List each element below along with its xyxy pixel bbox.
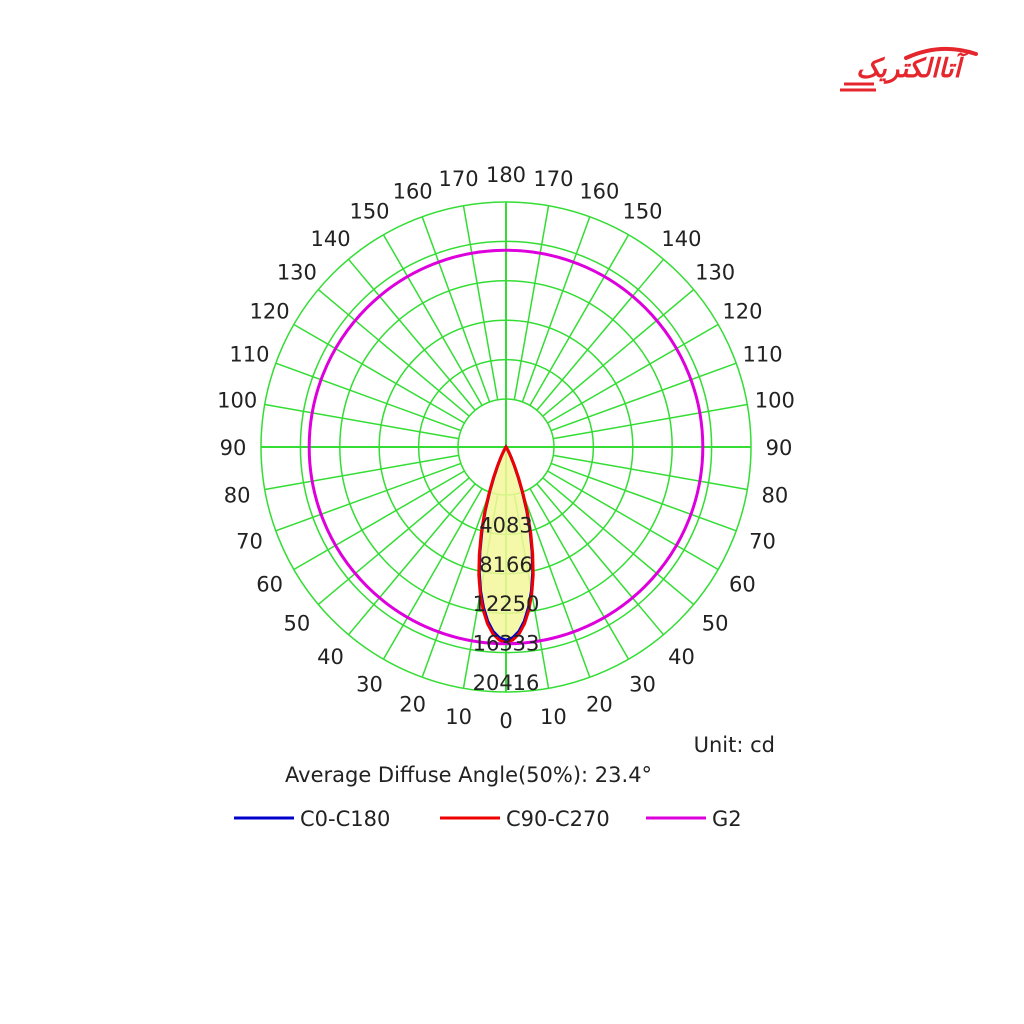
angle-tick-label-right: 30 xyxy=(629,672,656,696)
angle-tick-label-left: 180 xyxy=(486,163,526,187)
radial-tick-label: 20416 xyxy=(473,671,540,695)
angle-tick-labels: 0102030405060708090100110120130140150160… xyxy=(217,163,795,733)
angle-tick-label-left: 0 xyxy=(499,709,512,733)
angle-tick-label-right: 100 xyxy=(755,389,795,413)
grid-spoke xyxy=(536,483,665,636)
brand-logo: آتاالکتریک xyxy=(836,40,981,102)
grid-spoke xyxy=(421,216,491,403)
grid-spoke xyxy=(521,216,591,403)
angle-tick-label-right: 80 xyxy=(761,483,788,507)
angle-tick-label-right: 150 xyxy=(622,200,662,224)
angle-tick-label-left: 90 xyxy=(220,436,247,460)
grid-spoke xyxy=(521,491,591,678)
grid-spoke xyxy=(293,323,465,424)
grid-spoke xyxy=(275,362,462,432)
angle-tick-label-right: 170 xyxy=(533,167,573,191)
grid-spoke xyxy=(462,205,499,400)
angle-tick-label-right: 20 xyxy=(586,693,613,717)
angle-tick-label-left: 20 xyxy=(399,693,426,717)
angle-tick-label-left: 130 xyxy=(277,261,317,285)
grid-spoke xyxy=(275,462,462,532)
lobe-fill xyxy=(479,447,533,641)
legend-label: G2 xyxy=(712,807,742,831)
angle-tick-label-right: 40 xyxy=(668,645,695,669)
grid-spoke xyxy=(550,362,737,432)
angle-tick-label-left: 60 xyxy=(256,573,283,597)
angle-tick-label-right: 10 xyxy=(540,705,567,729)
angle-tick-label-left: 70 xyxy=(236,529,263,553)
grid-spoke xyxy=(421,491,491,678)
series-g2-curve xyxy=(307,248,705,646)
legend-label: C0-C180 xyxy=(300,807,390,831)
grid-spoke xyxy=(264,403,459,440)
grid-spoke xyxy=(547,470,719,571)
radial-tick-labels: 4083 8166 12250 16333 20416 xyxy=(473,513,540,695)
angle-tick-label-right: 70 xyxy=(749,529,776,553)
grid-spoke xyxy=(317,477,470,606)
angle-tick-label-left: 110 xyxy=(229,343,269,367)
unit-label: Unit: cd xyxy=(694,733,775,757)
radial-tick-label: 12250 xyxy=(473,592,540,616)
series-layer xyxy=(307,248,705,646)
angle-tick-label-left: 160 xyxy=(393,179,433,203)
angle-tick-label-left: 40 xyxy=(317,645,344,669)
grid-spoke xyxy=(264,454,459,491)
angle-tick-label-right: 60 xyxy=(729,573,756,597)
angle-tick-label-right: 160 xyxy=(579,179,619,203)
diffuse-angle-label: Average Diffuse Angle(50%): 23.4° xyxy=(285,763,652,787)
angle-tick-label-left: 100 xyxy=(217,389,257,413)
grid-spoke xyxy=(513,205,550,400)
grid-spoke xyxy=(382,234,483,406)
grid-spoke xyxy=(293,470,465,571)
grid-spoke xyxy=(542,288,695,417)
angle-tick-label-right: 90 xyxy=(766,436,793,460)
angle-tick-label-right: 110 xyxy=(742,343,782,367)
angle-tick-label-left: 120 xyxy=(250,300,290,324)
angle-tick-label-right: 140 xyxy=(661,227,701,251)
radial-tick-label: 16333 xyxy=(473,632,540,656)
angle-tick-label-left: 80 xyxy=(224,483,251,507)
radial-tick-label: 4083 xyxy=(479,513,532,537)
grid-spoke xyxy=(529,488,630,660)
grid-spoke xyxy=(536,258,665,411)
grid-spoke xyxy=(547,323,719,424)
grid-spoke xyxy=(529,234,630,406)
brand-logo-text: آتاالکتریک xyxy=(856,54,961,84)
angle-tick-label-left: 150 xyxy=(349,200,389,224)
chart-footer: Unit: cd Average Diffuse Angle(50%): 23.… xyxy=(285,733,775,787)
grid-spoke xyxy=(553,454,748,491)
angle-tick-label-left: 140 xyxy=(310,227,350,251)
angle-tick-label-left: 10 xyxy=(445,705,472,729)
legend: C0-C180 C90-C270 G2 xyxy=(234,807,742,831)
grid-spoke xyxy=(542,477,695,606)
grid-spoke xyxy=(553,403,748,440)
grid-spoke xyxy=(382,488,483,660)
radial-tick-label: 8166 xyxy=(479,553,532,577)
angle-tick-label-left: 170 xyxy=(439,167,479,191)
angle-tick-label-right: 50 xyxy=(702,611,729,635)
grid-spoke xyxy=(317,288,470,417)
grid-spoke xyxy=(550,462,737,532)
angle-tick-label-right: 130 xyxy=(695,261,735,285)
grid-spoke xyxy=(347,483,476,636)
angle-tick-label-right: 120 xyxy=(722,300,762,324)
lobe-fill-area xyxy=(479,447,533,641)
grid-spoke xyxy=(347,258,476,411)
brand-logo-swoosh xyxy=(840,46,978,92)
angle-tick-label-left: 50 xyxy=(284,611,311,635)
legend-label: C90-C270 xyxy=(506,807,610,831)
angle-tick-label-left: 30 xyxy=(356,672,383,696)
